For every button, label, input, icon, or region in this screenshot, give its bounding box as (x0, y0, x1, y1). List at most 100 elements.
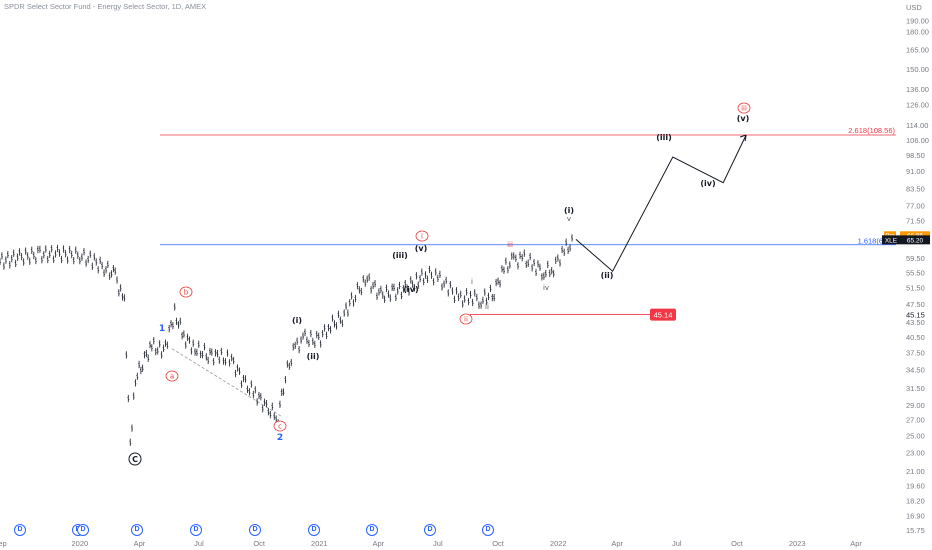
dividend-event-marker[interactable]: D (190, 524, 202, 536)
pre-tag-box (884, 231, 896, 240)
dividend-event-marker[interactable]: D (482, 524, 494, 536)
wave-label-small: iii (507, 241, 513, 249)
x-tick-label: Jul (433, 539, 443, 548)
y-tick-label: 16.90 (906, 512, 925, 521)
y-tick-label: 71.50 (906, 216, 925, 225)
projection-arrow (739, 134, 747, 142)
y-tick-label: 19.60 (906, 481, 925, 490)
x-tick-label: Oct (253, 539, 266, 548)
wave-label-black: (iv) (403, 285, 418, 294)
x-tick-label: 2022 (550, 539, 567, 548)
y-tick-label: 34.50 (906, 366, 925, 375)
last-value-box (900, 235, 930, 245)
x-tick-label: Apr (611, 539, 623, 548)
level-4514-label: 45.14 (654, 311, 673, 320)
y-tick-label: 51.50 (906, 284, 925, 293)
y-tick-label: 106.00 (906, 136, 929, 145)
wave-label-black: (iii) (656, 133, 672, 142)
y-tick-label: 114.00 (906, 121, 928, 130)
y-tick-label: 165.00 (906, 45, 929, 54)
y-tick-label: 31.50 (906, 384, 925, 393)
y-tick-label: 18.20 (906, 496, 925, 505)
y-tick-label: 47.50 (906, 300, 925, 309)
wave-label-black: (ii) (307, 352, 320, 361)
y-tick-label: 83.50 (906, 185, 925, 194)
wave-label-small: i (471, 278, 473, 286)
projection-path (575, 134, 747, 272)
dividend-event-marker[interactable]: D (424, 524, 436, 536)
y-tick-label: 23.00 (906, 449, 925, 458)
y-tick-label: 59.50 (906, 254, 925, 263)
dividend-event-marker[interactable]: D (366, 524, 378, 536)
wave-red-circle (737, 102, 751, 114)
wave-label-red: a (170, 373, 174, 381)
fib-1618-label: 1.618(6 (858, 237, 883, 246)
x-tick-label: Apr (134, 539, 146, 548)
y-tick-label: 43.50 (906, 318, 925, 327)
wave-red-circle (165, 370, 179, 382)
x-tick-label: 2021 (311, 539, 328, 548)
wave-red-circle (179, 286, 193, 298)
y-tick-label: 27.00 (906, 416, 925, 425)
x-tick-label: Oct (731, 539, 744, 548)
symbol-tag: XLE (885, 237, 898, 244)
dividend-event-marker[interactable]: D (77, 524, 89, 536)
x-tick-label: Apr (850, 539, 862, 548)
y-tick-label: 15.75 (906, 526, 925, 535)
fib-2618-label: 2.618(108.56) (848, 126, 895, 135)
wave-label-small: iv (543, 284, 549, 292)
y-axis: 190.00 180.00 165.00 150.00 136.00 126.00 114.… (906, 3, 929, 535)
wave-label-black: (v) (415, 244, 428, 253)
dividend-event-marker[interactable]: D (249, 524, 261, 536)
y-tick-label: 21.00 (906, 467, 925, 476)
dividend-event-marker[interactable]: D (131, 524, 143, 536)
wave-label-black: (iii) (392, 251, 408, 260)
level-4514-tag (650, 308, 676, 321)
x-tick-label: Oct (492, 539, 505, 548)
wave-red-circle (459, 313, 473, 325)
wave-label-black: (v) (737, 114, 750, 123)
y-tick-label: 55.50 (906, 268, 925, 277)
y-tick-label: 77.00 (906, 201, 925, 210)
pre-value-box (900, 231, 930, 240)
wave-label-small: v (567, 215, 571, 223)
y-tick-label: 180.00 (906, 28, 929, 37)
chart-title: SPDR Select Sector Fund - Energy Select … (4, 2, 207, 11)
y-tick-label: 190.00 (906, 16, 929, 25)
level-lines: 2.618(108.56) 1.618(6 45.14 (160, 126, 896, 418)
dividend-event-marker[interactable]: D (308, 524, 320, 536)
x-tick-label: Jul (194, 539, 204, 548)
y-tick-label: 91.00 (906, 167, 925, 176)
x-tick-label: Apr (372, 539, 384, 548)
x-axis: Sep 2020 Apr Jul Oct 2021 Apr Jul Oct 2022 Apr Jul O… (0, 539, 862, 548)
y-tick-label: 126.00 (906, 101, 929, 110)
wave-label-black: (i) (564, 206, 574, 215)
y-tick-label: 98.50 (906, 151, 925, 160)
wave-red-circle (273, 420, 287, 432)
x-tick-label: 2023 (789, 539, 806, 548)
y-tick-label: 136.00 (906, 85, 929, 94)
wave-label-small: ii (485, 303, 489, 311)
wave-label-blue: 2 (277, 433, 283, 443)
y-tick-label: 29.00 (906, 401, 925, 410)
last-value: 65.20 (907, 237, 924, 244)
price-series (0, 234, 574, 446)
dividend-event-marker[interactable]: D (14, 524, 26, 536)
wave-label-black: (iv) (700, 179, 715, 188)
wave-red-circle (415, 230, 429, 242)
wave-label-red: i (421, 233, 423, 241)
wave-label-red: iii (741, 105, 747, 113)
x-tick-label: Sep (0, 539, 7, 548)
wave-c-circle (128, 452, 142, 466)
wave-labels: (i) (ii) (iii) (iv) (v) (iii) (iv) (i) (ii) (v) Cb… (128, 102, 751, 466)
right-value: 45.15 (906, 311, 925, 320)
x-tick-label: 2020 (72, 539, 89, 548)
wave-label-red: b (184, 289, 189, 297)
wave-label-red: ii (464, 316, 468, 324)
wave-label-c: C (132, 455, 138, 464)
symbol-tag-box (882, 235, 900, 245)
wave-label-black: (ii) (601, 271, 614, 280)
wave-label-blue: 1 (159, 324, 165, 334)
